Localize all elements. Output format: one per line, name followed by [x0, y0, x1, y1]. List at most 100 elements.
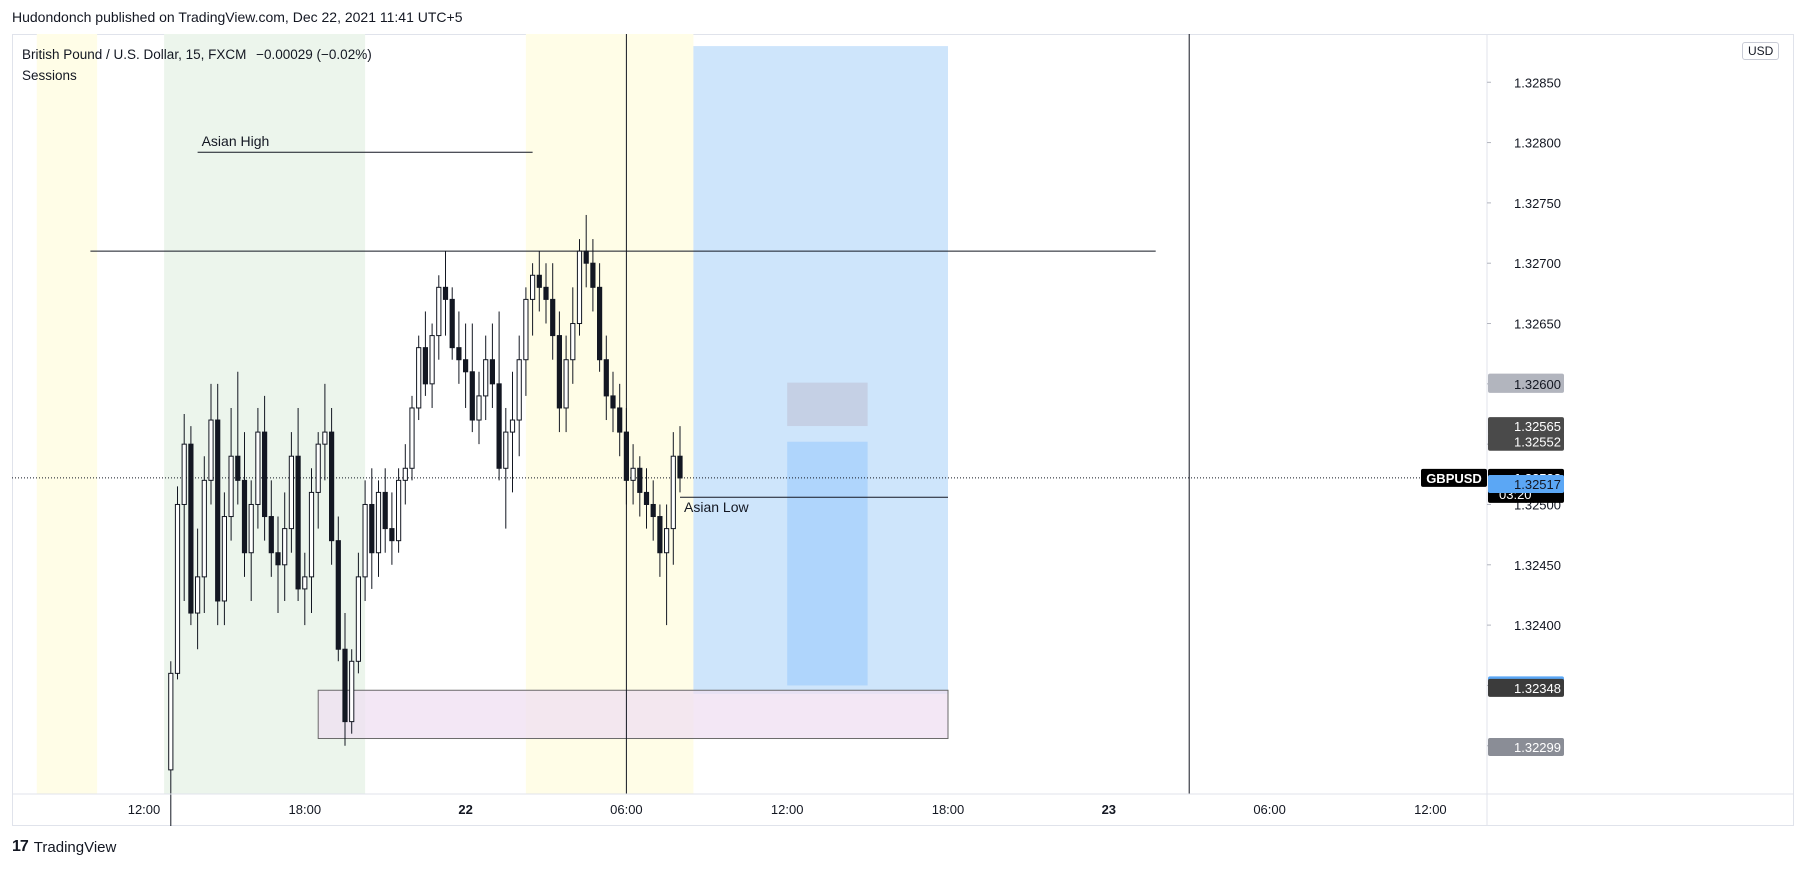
candle-body[interactable] — [570, 323, 576, 361]
candle-body[interactable] — [362, 503, 368, 578]
candle-body[interactable] — [449, 298, 455, 349]
candle-body[interactable] — [610, 395, 616, 409]
candle-body[interactable] — [282, 528, 288, 566]
price-label-4: 1.32552 — [1514, 435, 1561, 450]
footer-brand[interactable]: TradingView — [33, 838, 117, 856]
candle-body[interactable] — [657, 516, 663, 554]
candle-body[interactable] — [677, 455, 683, 479]
candle-body[interactable] — [630, 467, 636, 481]
time-tick-label: 22 — [458, 802, 472, 817]
candle-body[interactable] — [670, 455, 676, 530]
candle-body[interactable] — [174, 503, 181, 674]
demand-zone-box[interactable] — [317, 689, 949, 740]
candle-body[interactable] — [556, 335, 562, 409]
footer: 17 TradingView — [12, 838, 116, 856]
candle-body[interactable] — [603, 359, 609, 397]
candle-body[interactable] — [355, 576, 361, 662]
candle-body[interactable] — [523, 298, 529, 361]
candle-body[interactable] — [650, 503, 656, 518]
tradingview-logo-icon[interactable]: 17 — [12, 838, 29, 855]
candle-body[interactable] — [590, 262, 596, 288]
candle-body[interactable] — [288, 455, 294, 530]
currency-button[interactable]: USD — [1742, 42, 1780, 60]
time-tick-label: 12:00 — [1414, 802, 1447, 817]
candle-body[interactable] — [456, 347, 462, 361]
candle-body[interactable] — [536, 274, 542, 288]
price-tick-label: 1.32650 — [1514, 317, 1561, 332]
price-label-3-bg — [1488, 417, 1564, 436]
candle-body[interactable] — [389, 528, 395, 542]
candle-body[interactable] — [369, 503, 375, 554]
candle-body[interactable] — [422, 347, 428, 385]
candle-body[interactable] — [375, 491, 382, 554]
position-box-gray[interactable] — [787, 382, 868, 427]
candle-body[interactable] — [597, 286, 603, 361]
candle-body[interactable] — [530, 274, 536, 300]
candle-body[interactable] — [262, 431, 268, 518]
candle-body[interactable] — [496, 383, 502, 469]
candle-body[interactable] — [483, 359, 489, 397]
price-tick-label: 1.32800 — [1514, 136, 1561, 151]
candle-body[interactable] — [228, 455, 234, 518]
candle-body[interactable] — [241, 479, 248, 554]
candle-body[interactable] — [322, 431, 328, 445]
candle-body[interactable] — [295, 455, 301, 590]
legend-change: −0.00029 (−0.02%) — [256, 47, 372, 62]
time-tick-label: 12:00 — [771, 802, 804, 817]
candle-body[interactable] — [516, 359, 522, 421]
candle-body[interactable] — [583, 250, 589, 264]
candle-body[interactable] — [617, 407, 623, 433]
candle-body[interactable] — [349, 660, 355, 723]
candle-body[interactable] — [208, 419, 214, 481]
candle-body[interactable] — [476, 395, 482, 421]
price-chart[interactable]: Asian High Asian Low 1.32850 1.32800 1.32750… — [12, 34, 1794, 826]
legend-symbol[interactable]: British Pound / U.S. Dollar, 15, FXCM — [22, 47, 247, 62]
candle-body[interactable] — [550, 298, 556, 337]
candle-body[interactable] — [302, 576, 308, 590]
position-box-blue[interactable] — [787, 441, 868, 686]
legend-indicator[interactable]: Sessions — [22, 68, 77, 83]
candle-body[interactable] — [576, 250, 583, 325]
candle-body[interactable] — [195, 576, 201, 614]
candle-body[interactable] — [315, 443, 321, 493]
candle-body[interactable] — [396, 479, 402, 542]
candle-body[interactable] — [342, 648, 348, 723]
time-tick-label: 23 — [1102, 802, 1116, 817]
candle-body[interactable] — [255, 431, 261, 505]
candle-body[interactable] — [543, 286, 549, 300]
candle-body[interactable] — [469, 371, 475, 421]
candle-body[interactable] — [215, 419, 221, 602]
candle-body[interactable] — [489, 359, 495, 385]
candle-body[interactable] — [416, 347, 422, 409]
candle-body[interactable] — [335, 540, 341, 650]
time-tick-label: 18:00 — [289, 802, 322, 817]
candle-body[interactable] — [248, 503, 254, 554]
candle-body[interactable] — [308, 491, 315, 578]
candle-body[interactable] — [168, 672, 174, 771]
candle-body[interactable] — [188, 443, 194, 614]
candle-body[interactable] — [382, 491, 388, 530]
candle-body[interactable] — [664, 528, 670, 554]
candle-body[interactable] — [402, 467, 408, 481]
candle-body[interactable] — [201, 479, 207, 578]
candle-body[interactable] — [409, 407, 415, 469]
candle-body[interactable] — [268, 516, 274, 554]
candle-body[interactable] — [623, 431, 629, 481]
candle-body[interactable] — [442, 286, 449, 300]
candle-body[interactable] — [181, 443, 187, 505]
price-label-2: 1.32600 — [1514, 377, 1561, 392]
candle-body[interactable] — [509, 419, 516, 433]
time-tick-label: 06:00 — [610, 802, 643, 817]
candle-body[interactable] — [463, 359, 469, 373]
candle-body[interactable] — [329, 431, 335, 542]
candle-body[interactable] — [503, 431, 509, 469]
candle-body[interactable] — [235, 455, 241, 481]
price-label-9-bg — [1488, 737, 1564, 756]
candle-body[interactable] — [275, 552, 281, 566]
candle-body[interactable] — [643, 491, 650, 505]
candle-body[interactable] — [563, 359, 569, 409]
candle-body[interactable] — [429, 335, 435, 385]
candle-body[interactable] — [436, 286, 442, 337]
candle-body[interactable] — [221, 516, 228, 602]
candle-body[interactable] — [637, 467, 643, 493]
